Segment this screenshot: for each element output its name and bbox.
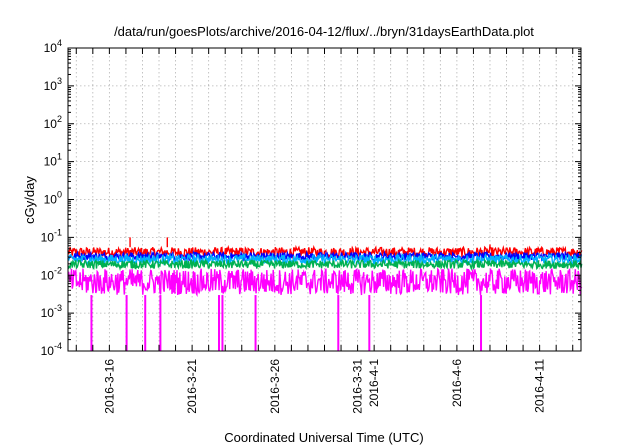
y-tick-label: 10-3: [41, 303, 62, 320]
chart-title: /data/run/goesPlots/archive/2016-04-12/f…: [114, 24, 534, 39]
y-tick-label: 10-2: [41, 265, 62, 282]
x-tick-label: 2016-3-26: [268, 359, 282, 414]
y-tick-label: 103: [44, 76, 62, 93]
y-tick-label: 10-1: [41, 227, 62, 244]
y-axis-label: cGy/day: [22, 176, 37, 224]
y-tick-label: 10-4: [41, 341, 62, 358]
y-axis: 10-4 10-3 10-2 10-1 100 101 102 103 104: [41, 38, 581, 358]
series-line-4: [67, 258, 583, 272]
x-tick-label: 2016-3-31: [351, 359, 365, 414]
series-line-3: [67, 252, 583, 267]
y-tick-label: 100: [44, 190, 62, 207]
grid: [68, 48, 581, 351]
x-axis-label: Coordinated Universal Time (UTC): [224, 430, 423, 445]
x-tick-label: 2016-4-11: [533, 359, 547, 413]
series-line-5: [67, 267, 583, 298]
x-tick-label: 2016-4-1: [367, 359, 381, 407]
y-tick-label: 102: [44, 114, 62, 131]
x-axis: 2016-3-16 2016-3-21 2016-3-26 2016-3-31 2016…: [75, 48, 574, 414]
series-group: [67, 237, 583, 351]
y-tick-label: 101: [44, 152, 62, 169]
y-tick-label: 104: [44, 38, 62, 55]
x-tick-label: 2016-3-16: [102, 359, 116, 414]
series-line-1: [67, 244, 583, 260]
x-tick-label: 2016-3-21: [185, 359, 199, 414]
x-tick-label: 2016-4-6: [450, 359, 464, 407]
